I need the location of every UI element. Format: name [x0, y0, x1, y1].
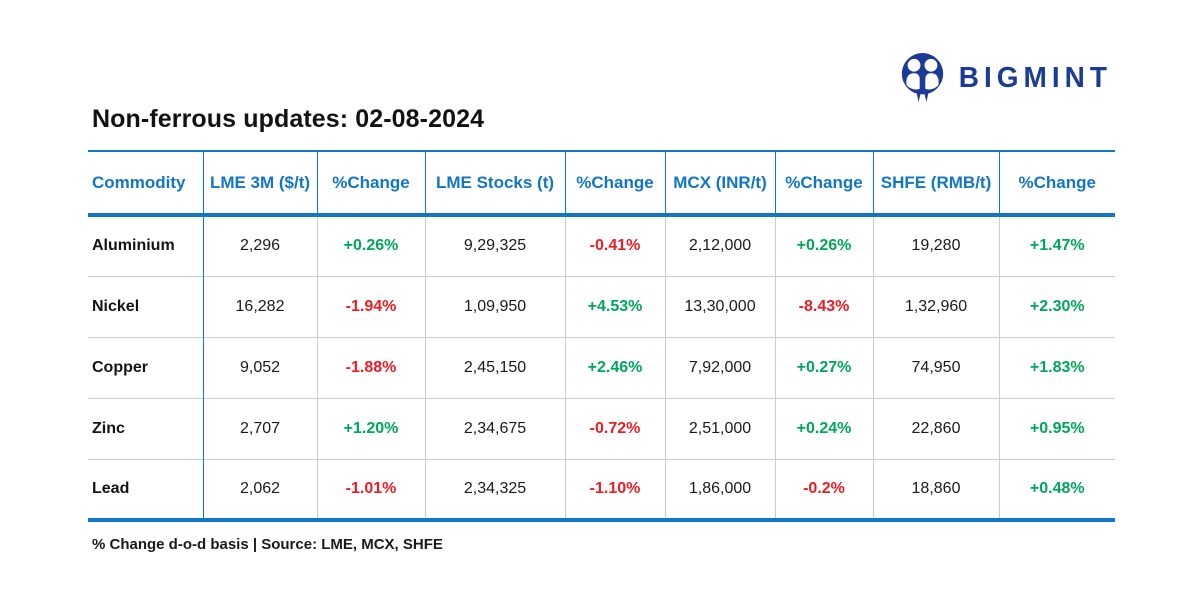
- mcx-change: +0.27%: [774, 336, 873, 398]
- commodity-price-table: Commodity LME 3M ($/t) %Change LME Stock…: [88, 150, 1115, 522]
- commodity-name: Lead: [88, 458, 203, 520]
- lme-stocks-value: 2,34,325: [424, 458, 565, 520]
- mcx-value: 13,30,000: [664, 275, 775, 337]
- bigmint-brand-text: BIGMINT: [958, 61, 1112, 93]
- lme-stocks-value: 2,34,675: [424, 397, 565, 459]
- col-header-lme-3m: LME 3M ($/t): [202, 151, 317, 217]
- lme-stocks-change: -0.72%: [564, 397, 665, 459]
- table-row-copper: Copper 9,052 -1.88% 2,45,150 +2.46% 7,92…: [88, 336, 1115, 398]
- header-row: Commodity LME 3M ($/t) %Change LME Stock…: [88, 151, 1115, 217]
- mcx-value: 2,51,000: [664, 397, 775, 459]
- col-header-stocks-change: %Change: [564, 151, 665, 217]
- table-row-nickel: Nickel 16,282 -1.94% 1,09,950 +4.53% 13,…: [88, 275, 1115, 337]
- table-row-lead: Lead 2,062 -1.01% 2,34,325 -1.10% 1,86,0…: [88, 458, 1115, 520]
- mcx-change: -0.2%: [774, 458, 873, 520]
- mcx-value: 2,12,000: [664, 215, 775, 276]
- lme-3m-value: 2,707: [202, 397, 317, 459]
- shfe-change: +2.30%: [998, 275, 1115, 337]
- lme-stocks-change: -1.10%: [564, 458, 665, 520]
- shfe-value: 22,860: [872, 397, 999, 459]
- shfe-value: 74,950: [872, 336, 999, 398]
- lme-stocks-change: -0.41%: [564, 215, 665, 276]
- shfe-value: 19,280: [872, 215, 999, 276]
- lme-3m-value: 2,062: [202, 458, 317, 520]
- col-header-mcx-change: %Change: [774, 151, 873, 217]
- bigmint-logo-icon: [901, 53, 943, 102]
- col-header-commodity: Commodity: [88, 151, 203, 217]
- lme-stocks-change: +2.46%: [564, 336, 665, 398]
- table-row-zinc: Zinc 2,707 +1.20% 2,34,675 -0.72% 2,51,0…: [88, 397, 1115, 459]
- shfe-change: +0.48%: [998, 458, 1115, 520]
- shfe-change: +1.47%: [998, 215, 1115, 276]
- commodity-name: Zinc: [88, 397, 203, 459]
- lme-stocks-value: 1,09,950: [424, 275, 565, 337]
- col-header-lme-change: %Change: [316, 151, 425, 217]
- mcx-change: +0.26%: [774, 215, 873, 276]
- col-header-shfe: SHFE (RMB/t): [872, 151, 999, 217]
- lme-stocks-value: 9,29,325: [424, 215, 565, 276]
- bigmint-logo: BIGMINT: [899, 50, 1112, 105]
- page-title: Non-ferrous updates: 02-08-2024: [92, 105, 485, 133]
- lme-3m-change: +1.20%: [316, 397, 425, 459]
- commodity-name: Copper: [88, 336, 203, 398]
- commodity-name: Nickel: [88, 275, 203, 337]
- shfe-value: 1,32,960: [872, 275, 999, 337]
- table-row-aluminium: Aluminium 2,296 +0.26% 9,29,325 -0.41% 2…: [88, 215, 1115, 276]
- col-header-shfe-change: %Change: [998, 151, 1115, 217]
- commodity-name: Aluminium: [92, 237, 175, 255]
- lme-3m-value: 2,296: [202, 215, 317, 276]
- mcx-change: +0.24%: [774, 397, 873, 459]
- lme-3m-value: 16,282: [202, 275, 317, 337]
- lme-3m-value: 9,052: [202, 336, 317, 398]
- mcx-change: -8.43%: [774, 275, 873, 337]
- shfe-value: 18,860: [872, 458, 999, 520]
- col-header-lme-stocks: LME Stocks (t): [424, 151, 565, 217]
- source-footnote: % Change d-o-d basis | Source: LME, MCX,…: [92, 536, 443, 553]
- lme-stocks-change: +4.53%: [564, 275, 665, 337]
- mcx-value: 7,92,000: [664, 336, 775, 398]
- col-header-mcx: MCX (INR/t): [664, 151, 775, 217]
- shfe-change: +1.83%: [998, 336, 1115, 398]
- lme-3m-change: -1.94%: [316, 275, 425, 337]
- shfe-change: +0.95%: [998, 397, 1115, 459]
- lme-stocks-value: 2,45,150: [424, 336, 565, 398]
- lme-3m-change: -1.01%: [316, 458, 425, 520]
- lme-3m-change: +0.26%: [316, 215, 425, 276]
- mcx-value: 1,86,000: [664, 458, 775, 520]
- lme-3m-change: -1.88%: [316, 336, 425, 398]
